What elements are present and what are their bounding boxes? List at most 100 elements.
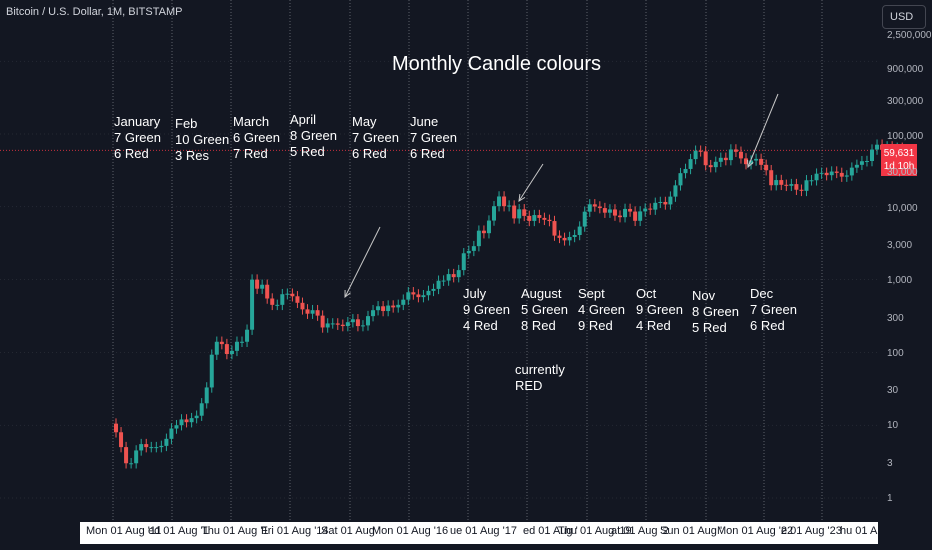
time-tick-label: Thu 01 Aug '19 <box>558 525 632 537</box>
time-axis[interactable]: Mon 01 Aug '11 ed 01 Aug '1 Thu 01 Aug '1 F… <box>80 522 878 544</box>
candle-body <box>502 196 507 207</box>
candle-body <box>703 151 708 166</box>
candle-body <box>824 172 829 176</box>
candle-body <box>169 428 174 439</box>
candle-body <box>582 211 587 227</box>
candle-body <box>774 180 779 186</box>
candle-body <box>713 161 718 168</box>
candle-body <box>648 208 653 210</box>
candle-body <box>507 205 512 207</box>
candle-body <box>184 419 189 423</box>
month-note: April 8 Green 5 Red <box>290 112 337 159</box>
candle-body <box>325 323 330 328</box>
candle-body <box>199 403 204 416</box>
candle-body <box>194 415 199 419</box>
candle-body <box>431 288 436 291</box>
candle-body <box>179 419 184 426</box>
candle-body <box>250 279 255 330</box>
candle-body <box>330 323 335 325</box>
price-tick-label: 300,000 <box>887 96 924 107</box>
candle-body <box>492 206 496 221</box>
candle-body <box>114 423 118 433</box>
candle-body <box>799 189 804 191</box>
symbol-title[interactable]: Bitcoin / U.S. Dollar, 1M, BITSTAMP <box>6 6 183 18</box>
candle-body <box>633 211 638 221</box>
price-tick-label: 30 <box>887 385 899 396</box>
candle-body <box>280 294 285 305</box>
candle-body <box>240 341 244 343</box>
candle-body <box>612 209 617 216</box>
candle-body <box>537 215 542 218</box>
candle-body <box>144 444 149 448</box>
candle-body <box>557 235 562 238</box>
candle-body <box>658 201 663 203</box>
candle-body <box>350 319 355 323</box>
time-tick-label: Fri 01 Aug '14 <box>261 525 329 537</box>
candle-body <box>426 290 431 296</box>
candle-body <box>149 447 154 449</box>
month-note: Dec 7 Green 6 Red <box>750 286 797 333</box>
candle-body <box>779 180 784 185</box>
month-note: May 7 Green 6 Red <box>352 114 399 161</box>
candle-body <box>683 168 688 174</box>
time-tick-label: e 01 Aug '23 <box>781 525 842 537</box>
time-tick-label: Mon 01 Aug '16 <box>372 525 449 537</box>
candle-body <box>723 157 728 161</box>
candle-body <box>416 294 421 298</box>
month-note: Sept 4 Green 9 Red <box>578 286 625 333</box>
candle-body <box>572 234 577 237</box>
candle-body <box>396 304 401 308</box>
candle-body <box>189 418 194 423</box>
time-tick-label: Thu 01 Aug '1 <box>201 525 269 537</box>
time-tick-label: ue 01 Aug '17 <box>450 525 517 537</box>
candle-body <box>804 180 809 191</box>
candle-body <box>386 305 391 312</box>
arrow-head <box>518 193 526 202</box>
candle-body <box>406 292 411 300</box>
time-tick-label: Mon 01 Aug '11 <box>86 525 162 537</box>
candle-body <box>310 310 315 314</box>
bar-countdown: 1d 10h <box>883 161 915 172</box>
candle-body <box>466 250 471 254</box>
candle-body <box>209 354 214 388</box>
candle-body <box>784 184 789 186</box>
candle-body <box>234 341 239 351</box>
candle-body <box>164 438 169 446</box>
candle-body <box>275 304 280 306</box>
candle-body <box>602 208 607 213</box>
candle-body <box>285 293 290 295</box>
candle-body <box>229 350 234 355</box>
candle-body <box>371 310 376 317</box>
candle-body <box>678 173 683 186</box>
candle-body <box>290 293 295 297</box>
candle-body <box>119 432 124 448</box>
candle-body <box>255 279 260 289</box>
month-note: March 6 Green 7 Red <box>233 114 280 161</box>
price-tick-label: 900,000 <box>887 64 924 75</box>
candle-body <box>159 445 164 448</box>
candle-body <box>360 325 365 327</box>
arrow-head <box>747 159 754 169</box>
candle-body <box>476 230 481 247</box>
candle-body <box>769 170 774 186</box>
price-tick-label: 3 <box>887 458 893 469</box>
candle-body <box>668 196 673 205</box>
candle-body <box>814 173 819 181</box>
candle-body <box>819 172 824 174</box>
candle-body <box>461 253 466 271</box>
candle-body <box>628 208 633 212</box>
month-note: January 7 Green 6 Red <box>114 114 161 161</box>
candle-body <box>174 425 179 429</box>
candle-body <box>204 387 209 404</box>
candle-body <box>451 274 456 278</box>
candle-body <box>219 341 224 345</box>
candle-body <box>638 211 643 221</box>
candle-body <box>340 324 345 327</box>
candle-body <box>446 274 451 281</box>
currency-button[interactable]: USD <box>882 5 926 29</box>
candle-body <box>592 204 597 207</box>
candle-body <box>875 144 880 150</box>
annotation-arrow <box>518 163 544 202</box>
candle-body <box>497 196 502 207</box>
